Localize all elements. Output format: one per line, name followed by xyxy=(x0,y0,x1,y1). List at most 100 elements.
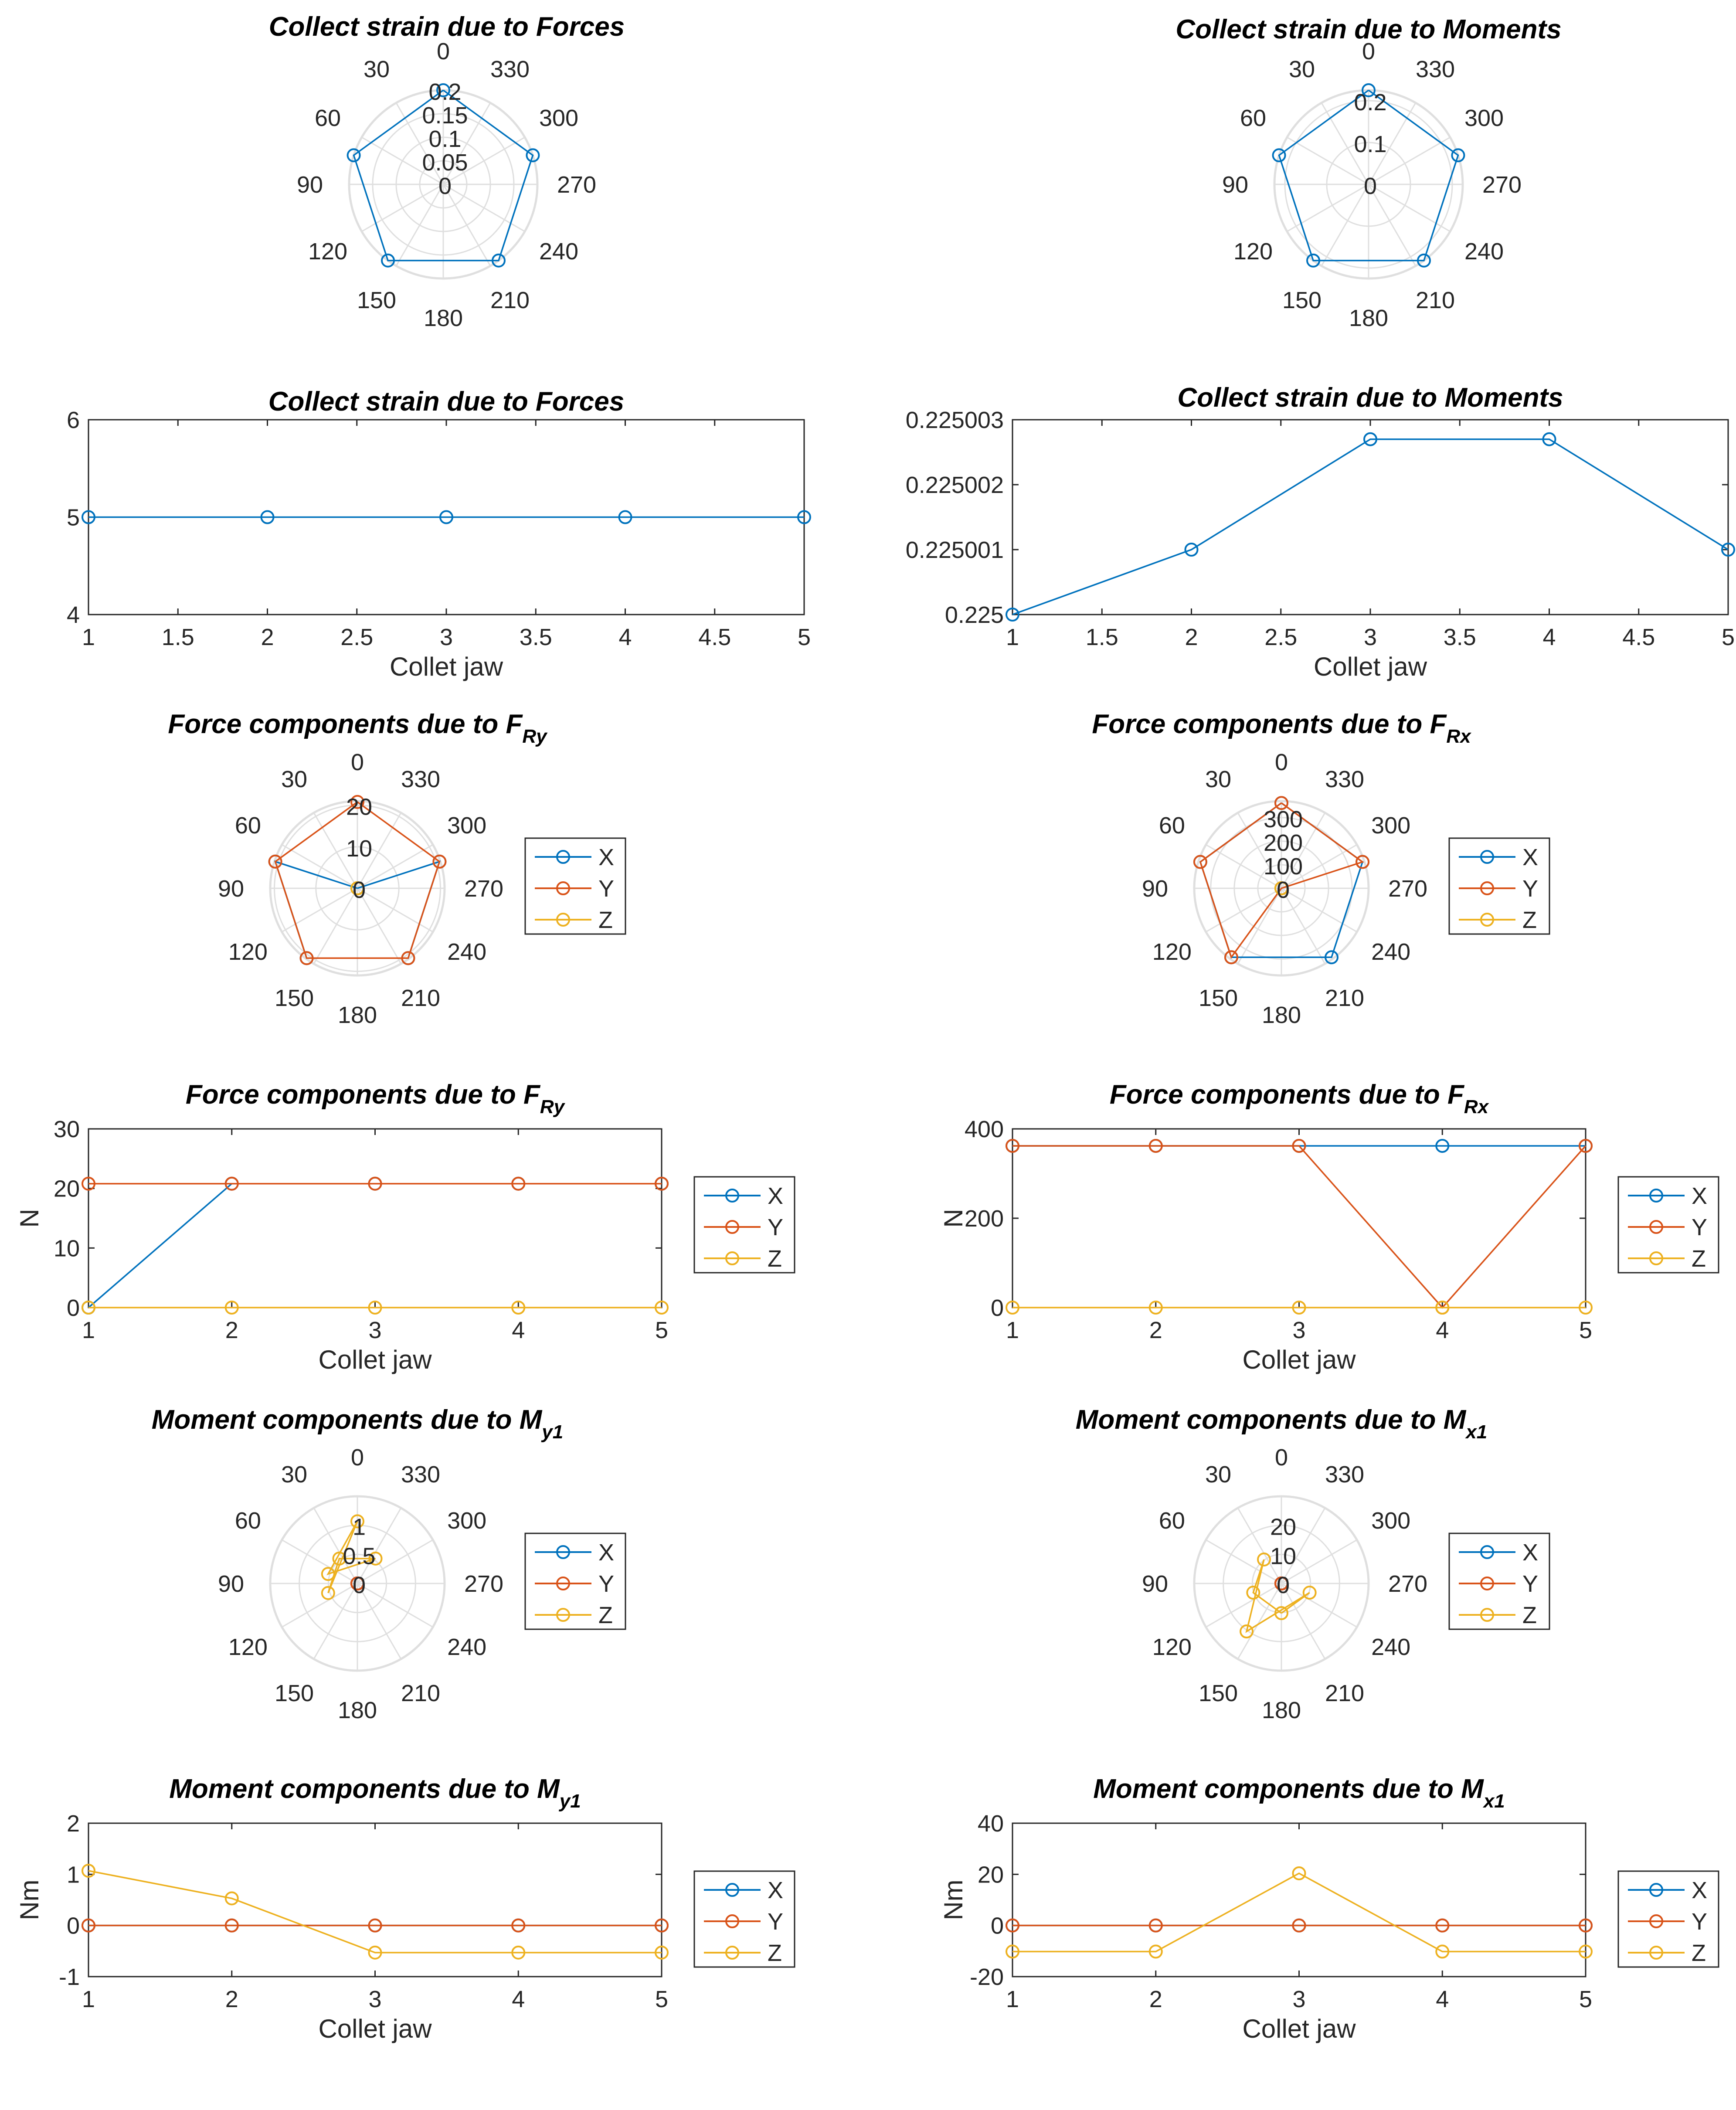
data-point-z xyxy=(1257,1552,1271,1566)
legend-label-z: Z xyxy=(1522,1602,1537,1628)
angle-tick-label: 60 xyxy=(1159,1508,1185,1534)
x-tick-label: 4 xyxy=(1542,624,1556,650)
angle-tick-label: 180 xyxy=(424,305,463,331)
legend-label-y: Y xyxy=(768,1214,783,1240)
data-point-z xyxy=(1435,1944,1450,1959)
data-point-y xyxy=(350,1577,364,1590)
angle-tick-label: 120 xyxy=(1152,939,1192,965)
x-axis-label: Collet jaw xyxy=(390,652,503,681)
data-point-z xyxy=(368,1301,382,1315)
legend-marker-y xyxy=(556,881,570,895)
angle-tick-label: 30 xyxy=(1205,1461,1231,1488)
series-line-z xyxy=(88,1870,662,1954)
radial-tick-label: 0 xyxy=(353,1572,366,1598)
angle-tick-label: 0 xyxy=(351,749,364,775)
chart-title-text: Collect strain due to Forces xyxy=(268,387,625,417)
radial-tick-label: 10 xyxy=(346,836,372,862)
polar-spoke xyxy=(357,1583,402,1659)
legend-marker-z xyxy=(556,913,570,927)
x-tick-label: 5 xyxy=(1722,624,1735,650)
radial-tick-label: 1 xyxy=(353,1514,366,1540)
data-point-y xyxy=(1148,1138,1163,1153)
radial-tick-label: 100 xyxy=(1264,853,1303,880)
radial-tick-label: 200 xyxy=(1264,830,1303,856)
angle-tick-label: 90 xyxy=(1142,876,1168,902)
y-axis-label: Nm xyxy=(15,1879,44,1920)
chart-title: Force components due to FRy xyxy=(168,709,548,747)
angle-tick-label: 150 xyxy=(275,985,314,1011)
data-point-y xyxy=(368,1176,382,1191)
y-tick-label: 6 xyxy=(67,407,80,433)
x-tick-label: 4 xyxy=(618,624,632,650)
y-tick-label: 40 xyxy=(978,1811,1004,1837)
data-point-z xyxy=(1240,1624,1254,1639)
data-point-z xyxy=(1006,1301,1019,1315)
data-point-y xyxy=(368,1918,382,1933)
polar-spoke xyxy=(357,1508,402,1584)
angle-tick-label: 210 xyxy=(1325,1680,1364,1706)
x-tick-label: 1 xyxy=(1006,1317,1019,1343)
data-point-y xyxy=(511,1176,526,1191)
polar-ring xyxy=(1233,840,1329,936)
data-point-y xyxy=(1292,1918,1306,1933)
data-point-y xyxy=(511,1918,526,1933)
data-point-z xyxy=(368,1945,382,1960)
y-tick-label: -20 xyxy=(970,1964,1004,1990)
data-point-z xyxy=(82,1301,95,1315)
polar-spoke xyxy=(1287,136,1369,185)
legend-label-y: Y xyxy=(768,1909,783,1935)
radial-tick-label: 20 xyxy=(346,794,372,820)
y-tick-label: 10 xyxy=(54,1235,80,1261)
angle-tick-label: 270 xyxy=(1388,876,1427,902)
y-axis-label: N xyxy=(939,1209,968,1227)
legend-box xyxy=(1617,1870,1719,1968)
legend-label-x: X xyxy=(598,844,614,870)
polar-outer-ring xyxy=(269,1495,446,1672)
angle-tick-label: 330 xyxy=(1325,1461,1364,1488)
angle-tick-label: 150 xyxy=(1199,1680,1238,1706)
x-tick-label: 3.5 xyxy=(520,624,552,650)
x-tick-label: 1 xyxy=(1006,624,1019,650)
angle-tick-label: 120 xyxy=(1152,1634,1192,1660)
polar-spoke xyxy=(1368,184,1417,266)
data-point-y xyxy=(350,795,364,809)
chart-title-text: Force components due to F xyxy=(168,709,523,739)
data-point-z xyxy=(332,1551,347,1566)
polar-spoke xyxy=(1321,184,1369,266)
data-point-z xyxy=(224,1301,239,1315)
data-point-strain xyxy=(1272,148,1286,163)
data-point-y xyxy=(1274,1577,1288,1590)
data-point-y xyxy=(1292,1138,1306,1153)
data-point-y xyxy=(1224,950,1238,965)
series-line-z xyxy=(1012,1872,1586,1953)
radial-tick-label: 0.2 xyxy=(428,79,461,105)
chart-title-text: Force components due to F xyxy=(1110,1080,1465,1110)
x-tick-label: 1 xyxy=(82,1986,95,2012)
legend-marker-y xyxy=(1649,1220,1663,1234)
line-chart-c3: Force components due to FRy 1 2 3 4 5 0 10 20 30 C… xyxy=(15,1080,795,1374)
polar-spoke xyxy=(1281,887,1357,933)
legend-marker-y xyxy=(1480,881,1494,895)
angle-tick-label: 60 xyxy=(1159,812,1185,839)
y-tick-label: -1 xyxy=(59,1964,80,1990)
angle-tick-label: 150 xyxy=(357,287,396,313)
angle-tick-label: 180 xyxy=(338,1002,377,1028)
chart-title-text: Force components due to F xyxy=(1092,709,1447,739)
legend-label-y: Y xyxy=(1692,1214,1707,1240)
polar-ring xyxy=(1326,142,1411,227)
data-point-x xyxy=(1325,950,1339,965)
polar-chart-p6: Moment components due to Mx1030609012015… xyxy=(1076,1405,1550,1723)
polar-spoke xyxy=(1368,102,1417,185)
angle-tick-label: 300 xyxy=(539,105,578,131)
legend-marker-z xyxy=(725,1946,739,1960)
y-tick-label: 2 xyxy=(67,1811,80,1837)
x-tick-label: 5 xyxy=(655,1986,668,2012)
polar-ring xyxy=(315,846,400,931)
legend-label-x: X xyxy=(598,1539,614,1566)
legend-box xyxy=(1617,1176,1719,1274)
data-point-z xyxy=(1148,1944,1163,1959)
angle-tick-label: 30 xyxy=(1205,766,1231,792)
x-tick-label: 2 xyxy=(1149,1986,1162,2012)
legend-box xyxy=(1448,1532,1550,1630)
chart-title: Moment components due to Mx1 xyxy=(1076,1405,1487,1443)
